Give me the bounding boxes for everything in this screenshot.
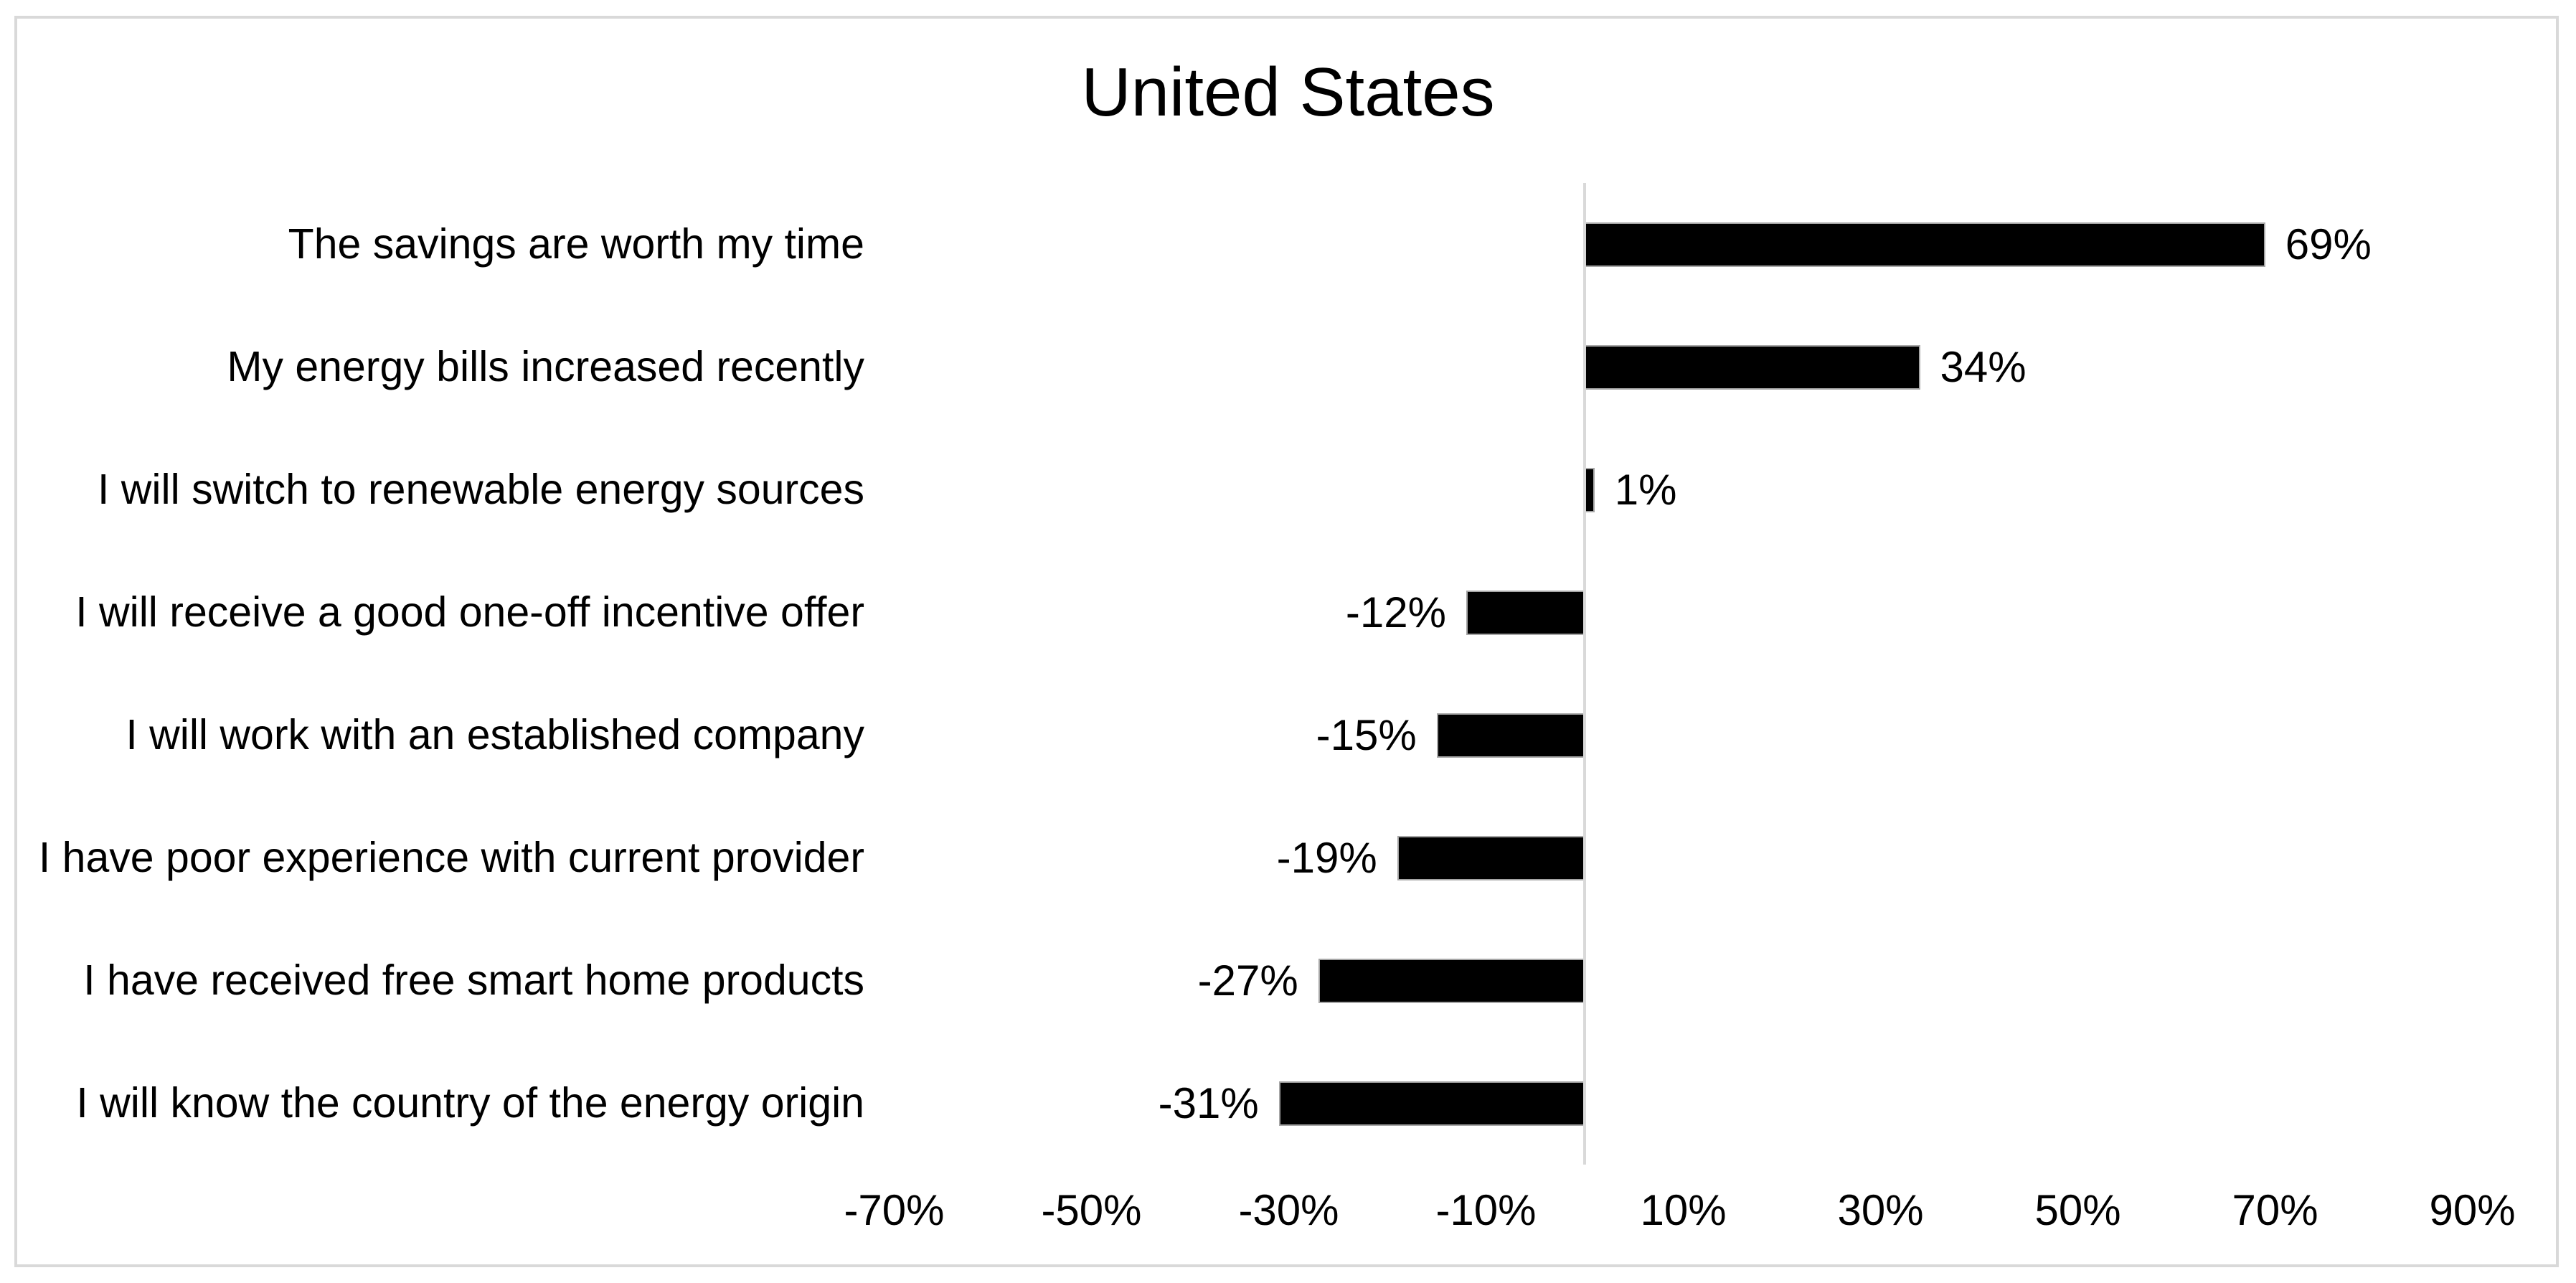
value-label: -12% [1345, 588, 1446, 636]
bar [1466, 590, 1585, 635]
x-axis-tick: 50% [2034, 1186, 2121, 1234]
category-label: I will receive a good one-off incentive … [75, 588, 864, 636]
bar [1278, 1081, 1585, 1126]
x-axis-tick: -70% [844, 1186, 945, 1234]
bar [1397, 835, 1585, 880]
category-label: My energy bills increased recently [227, 342, 864, 390]
x-axis-tick: -10% [1435, 1186, 1537, 1234]
x-axis-tick: 10% [1640, 1186, 1727, 1234]
bar [1585, 467, 1595, 512]
category-label: I will know the country of the energy or… [76, 1078, 864, 1127]
zero-axis-line [1583, 183, 1586, 1165]
bar [1585, 222, 2265, 267]
category-label: I have received free smart home products [83, 956, 864, 1004]
category-label: I have poor experience with current prov… [38, 833, 864, 881]
value-label: -15% [1316, 711, 1417, 759]
bar [1585, 344, 1920, 390]
x-axis-tick: 30% [1837, 1186, 1924, 1234]
x-axis-tick: -50% [1041, 1186, 1142, 1234]
category-label: I will switch to renewable energy source… [97, 465, 864, 513]
x-axis-tick: -30% [1238, 1186, 1339, 1234]
category-label: I will work with an established company [126, 710, 864, 758]
x-axis-tick: 90% [2429, 1186, 2516, 1234]
x-axis-tick: 70% [2232, 1186, 2318, 1234]
bar [1436, 713, 1585, 758]
value-label: 69% [2285, 220, 2372, 268]
bar [1318, 958, 1585, 1003]
category-label: The savings are worth my time [288, 220, 864, 268]
value-label: -27% [1197, 957, 1298, 1005]
chart-title: United States [1081, 54, 1495, 131]
value-label: -31% [1158, 1079, 1259, 1127]
value-label: 34% [1940, 343, 2027, 391]
value-label: 1% [1614, 466, 1677, 514]
value-label: -19% [1276, 834, 1377, 882]
